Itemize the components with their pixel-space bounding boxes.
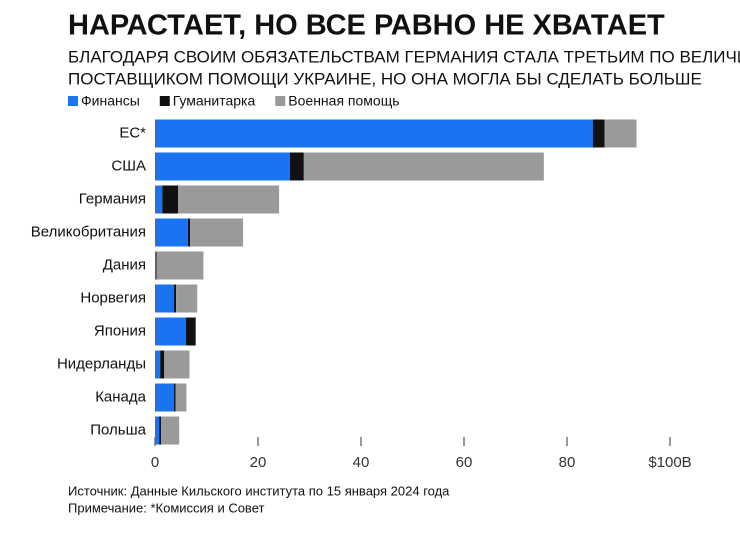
- y-tick-label: Германия: [79, 190, 146, 207]
- bar-segment: [159, 416, 162, 445]
- x-tick-label: 80: [559, 454, 576, 471]
- y-tick-label: Канада: [95, 388, 146, 405]
- bar-segment: [156, 251, 157, 280]
- bar-segment: [155, 284, 175, 313]
- y-tick-label: Польша: [90, 421, 146, 438]
- bar-segment: [155, 251, 157, 280]
- x-tick-label: 40: [353, 454, 370, 471]
- legend-swatch: [68, 96, 78, 106]
- legend-label: Финансы: [81, 93, 140, 109]
- legend-label: Гуманитарка: [173, 93, 256, 109]
- source: Источник: Данные Кильского института по …: [68, 483, 450, 498]
- subtitle: ПОСТАВЩИКОМ ПОМОЩИ УКРАИНЕ, НО ОНА МОГЛА…: [68, 69, 702, 88]
- subtitle: БЛАГОДАРЯ СВОИМ ОБЯЗАТЕЛЬСТВАМ ГЕРМАНИЯ …: [68, 47, 740, 66]
- bar-segment: [155, 416, 160, 445]
- note: Примечание: *Комиссия и Совет: [68, 500, 264, 515]
- bar-segment: [175, 383, 187, 412]
- bar-segment: [155, 152, 290, 181]
- x-tick-label: 60: [456, 454, 473, 471]
- bar-segment: [592, 119, 605, 148]
- bar-segment: [155, 317, 186, 346]
- chart-title: НАРАСТАЕТ, НО ВСЕ РАВНО НЕ ХВАТАЕТ: [68, 10, 665, 42]
- bar-segment: [164, 350, 190, 379]
- y-tick-label: Япония: [94, 322, 146, 339]
- bar-segment: [160, 350, 165, 379]
- bar-segment: [174, 284, 177, 313]
- x-tick-label: $100B: [648, 454, 691, 471]
- bar-segment: [604, 119, 637, 148]
- bar-segment: [289, 152, 304, 181]
- legend-swatch: [159, 96, 170, 106]
- bar-segment: [190, 218, 244, 247]
- bar-segment: [187, 218, 191, 247]
- x-tick-label: 20: [250, 454, 267, 471]
- bar-segment: [185, 317, 196, 346]
- bar-segment: [176, 284, 198, 313]
- x-tick-label: 0: [151, 454, 159, 471]
- bar-segment: [303, 152, 544, 181]
- bar-segment: [155, 218, 188, 247]
- bar-segment: [174, 383, 176, 412]
- y-tick-label: Нидерланды: [57, 355, 146, 372]
- legend-swatch: [275, 96, 286, 106]
- bar-segment: [155, 185, 163, 214]
- y-tick-label: Великобритания: [31, 223, 146, 240]
- y-tick-label: ЕС*: [119, 124, 146, 141]
- y-tick-label: США: [111, 157, 146, 174]
- bar-segment: [161, 416, 180, 445]
- bar-segment: [178, 185, 280, 214]
- y-tick-label: Норвегия: [80, 289, 146, 306]
- bar-segment: [156, 251, 204, 280]
- bar-segment: [155, 383, 175, 412]
- bar-segment: [155, 119, 593, 148]
- legend-label: Военная помощь: [288, 93, 399, 109]
- bar-segment: [155, 350, 161, 379]
- bar-segment: [162, 185, 179, 214]
- y-tick-label: Дания: [103, 256, 146, 273]
